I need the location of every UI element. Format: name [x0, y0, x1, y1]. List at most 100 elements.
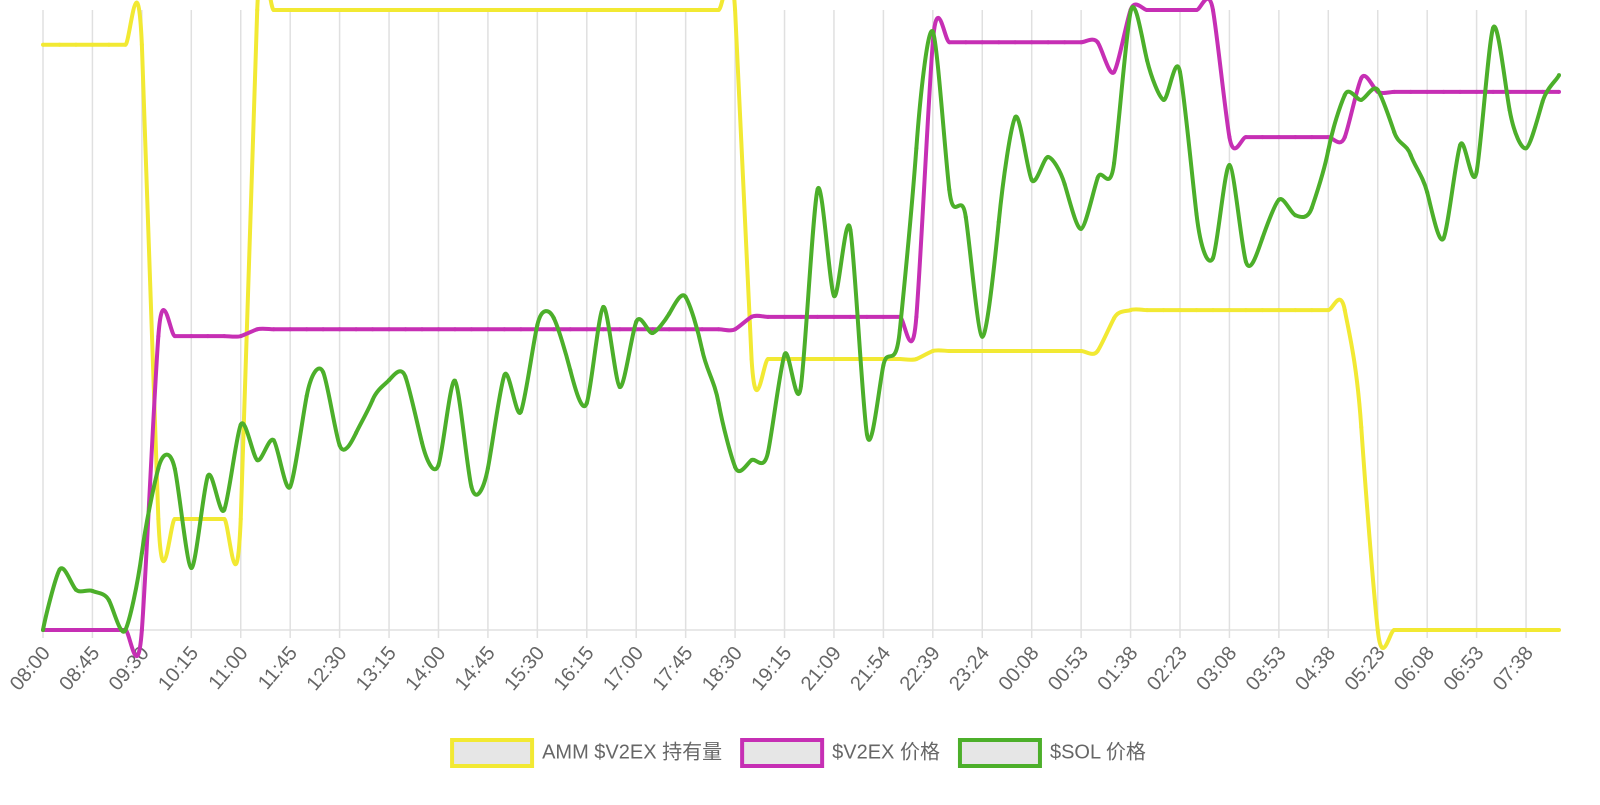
point [799, 383, 803, 388]
point [1210, 256, 1215, 260]
point [1013, 349, 1018, 353]
point [1029, 177, 1034, 182]
point [980, 334, 985, 339]
point [189, 334, 194, 339]
point [634, 319, 639, 324]
point [1145, 8, 1150, 12]
point [502, 327, 507, 332]
point [90, 628, 95, 632]
point [1540, 89, 1545, 94]
point [535, 322, 540, 327]
point [1128, 9, 1133, 14]
point [337, 443, 342, 448]
point [1095, 349, 1100, 353]
point [1326, 308, 1331, 313]
point [1227, 308, 1232, 313]
point [1062, 40, 1067, 45]
point [881, 314, 886, 319]
point [1293, 135, 1298, 140]
point [304, 394, 309, 399]
point [1079, 40, 1084, 45]
point [57, 42, 62, 47]
point [947, 349, 952, 353]
point [617, 8, 622, 12]
point [502, 373, 507, 378]
point [650, 331, 655, 336]
point [73, 628, 78, 632]
point [584, 8, 589, 12]
x-tick-label: 16:15 [550, 642, 599, 694]
point [848, 314, 853, 319]
point [420, 440, 424, 445]
point [1441, 89, 1446, 94]
point [947, 40, 952, 45]
point [1326, 148, 1331, 153]
point [1079, 349, 1084, 353]
point [700, 347, 705, 352]
point [1112, 161, 1117, 166]
point [683, 8, 688, 12]
point [1441, 628, 1446, 632]
point [452, 8, 457, 12]
x-tick-label: 13:15 [352, 642, 401, 694]
point [518, 8, 523, 12]
point [238, 422, 243, 427]
point [205, 474, 210, 479]
x-tick-label: 05:23 [1341, 642, 1390, 694]
x-tick-label: 18:30 [698, 642, 747, 694]
point [1210, 308, 1215, 313]
point [996, 349, 1001, 353]
point [831, 293, 836, 298]
point [1309, 135, 1314, 140]
point [617, 384, 622, 389]
point [1029, 40, 1034, 45]
point [1392, 628, 1397, 632]
point [189, 566, 194, 570]
point [271, 8, 276, 12]
legend-swatch [740, 738, 825, 768]
point [1046, 154, 1051, 159]
point [782, 314, 787, 319]
point [1540, 628, 1545, 632]
point [485, 8, 490, 12]
point [123, 628, 128, 632]
point [205, 334, 210, 339]
point [1441, 236, 1446, 241]
point [1293, 213, 1298, 218]
point [1227, 135, 1232, 140]
point [1095, 40, 1100, 45]
point [222, 334, 227, 339]
point [1375, 628, 1380, 632]
point [1458, 89, 1463, 94]
point [766, 450, 771, 455]
x-tick-label: 06:53 [1439, 642, 1488, 694]
point [1524, 146, 1529, 151]
point [1276, 135, 1281, 140]
point [1095, 176, 1100, 181]
point [255, 8, 260, 12]
point [897, 357, 902, 362]
point [815, 187, 820, 192]
point [255, 327, 260, 332]
point [238, 334, 243, 339]
point [716, 401, 721, 406]
point [749, 458, 754, 463]
point [980, 349, 985, 353]
legend-swatch [450, 738, 535, 768]
point [1425, 628, 1430, 632]
point [716, 8, 721, 12]
point [864, 432, 869, 437]
point [601, 304, 606, 309]
point [831, 314, 836, 319]
point [337, 327, 342, 332]
point [222, 507, 227, 512]
legend-item: $SOL 价格 [957, 738, 1146, 768]
x-tick-label: 23:24 [945, 642, 994, 694]
x-tick-label: 02:23 [1143, 642, 1192, 694]
point [1243, 308, 1248, 313]
legend-label: AMM $V2EX 持有量 [542, 740, 722, 763]
point [568, 327, 573, 332]
point [799, 314, 803, 319]
point [90, 42, 95, 47]
point [1309, 205, 1314, 210]
